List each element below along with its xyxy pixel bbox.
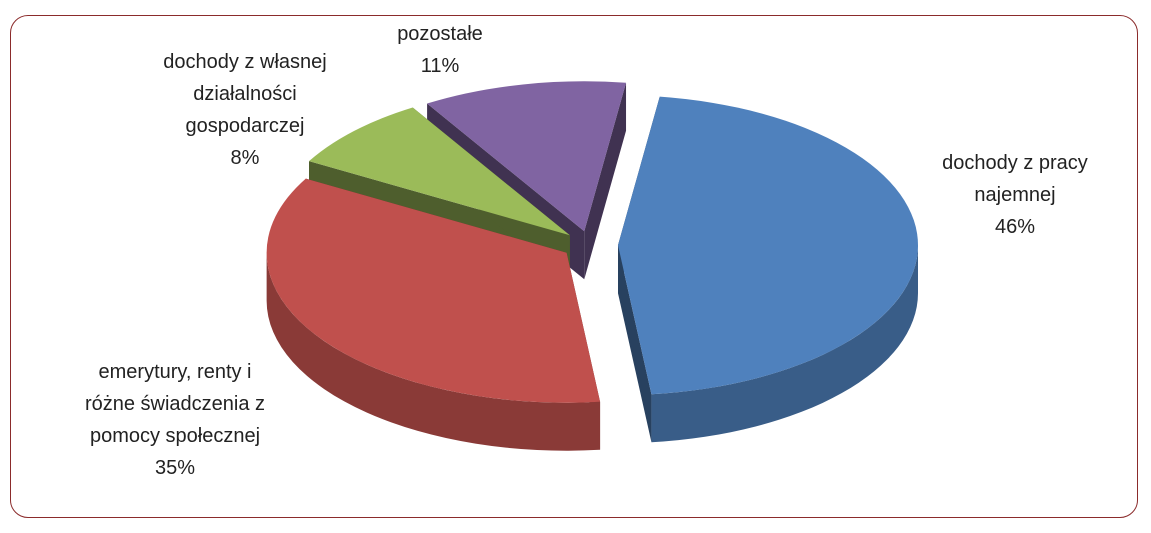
slice-rim [266,252,601,451]
slice [309,107,570,236]
slice-label: pozostałe 11% [365,18,515,82]
slice [427,81,627,232]
category-name: dochody z własnej działalności gospodarc… [163,51,327,137]
chart-frame [10,15,1138,518]
value-label: 46% [994,216,1036,238]
category-name: pozostałe [397,23,483,45]
slice-rim [651,245,918,443]
value-label: 35% [154,457,196,479]
slice-wall [617,245,652,443]
slice [617,96,918,395]
value-label: 11% [420,55,460,77]
slice-label: dochody z pracy najemnej 46% [928,147,1103,243]
category-name: dochody z pracy najemnej [942,152,1088,206]
category-name: emerytury, renty i różne świadczenia z p… [84,361,266,447]
value-label: 8% [230,147,260,169]
slice [266,178,601,403]
slice-wall [584,82,627,280]
slice-label: emerytury, renty i różne świadczenia z p… [73,356,278,484]
slice-label: dochody z własnej działalności gospodarc… [153,46,338,174]
